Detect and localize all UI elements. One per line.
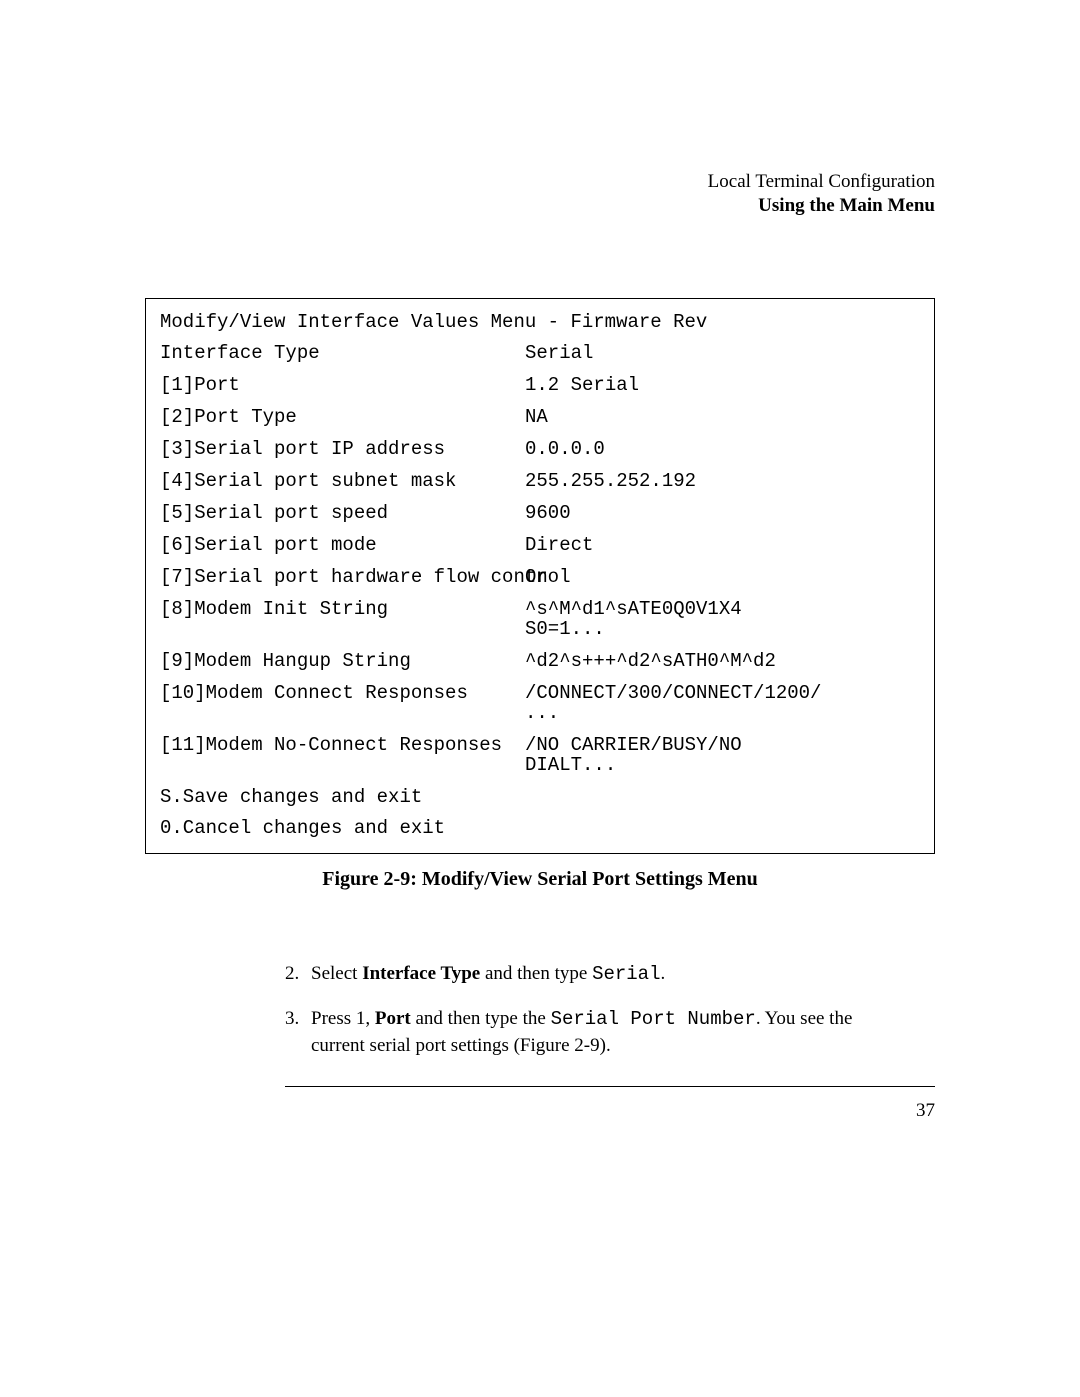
instruction-steps: 2. Select Interface Type and then type S… (285, 961, 935, 1059)
terminal-row-label: Interface Type (160, 344, 525, 364)
terminal-row-value: ^d2^s+++^d2^sATH0^M^d2 (525, 652, 920, 672)
terminal-row: [4]Serial port subnet mask 255.255.252.1… (160, 472, 920, 492)
figure-caption: Figure 2-9: Modify/View Serial Port Sett… (145, 868, 935, 891)
text-run: and then type (480, 963, 592, 984)
terminal-row: [8]Modem Init String ^s^M^d1^sATE0Q0V1X4… (160, 600, 920, 640)
terminal-row-label: [8]Modem Init String (160, 600, 525, 640)
terminal-row-label: [3]Serial port IP address (160, 440, 525, 460)
terminal-row-value: 9600 (525, 504, 920, 524)
terminal-row-label: [11]Modem No-Connect Responses (160, 736, 525, 776)
text-run: and then type the (411, 1008, 551, 1029)
text-bold: Interface Type (362, 963, 480, 984)
terminal-row-value: Serial (525, 344, 920, 364)
page-header: Local Terminal Configuration Using the M… (145, 170, 935, 218)
terminal-row: [2]Port Type NA (160, 408, 920, 428)
text-run: current serial port settings (Figure 2-9… (311, 1035, 611, 1056)
text-run: . (661, 963, 666, 984)
header-section: Using the Main Menu (145, 194, 935, 218)
terminal-row-value: 255.255.252.192 (525, 472, 920, 492)
step-text: Press 1, Port and then type the Serial P… (311, 1006, 935, 1059)
terminal-row-value: On (525, 568, 920, 588)
terminal-row: [7]Serial port hardware flow control On (160, 568, 920, 588)
terminal-row-label: [7]Serial port hardware flow control (160, 568, 525, 588)
terminal-row-value: /NO CARRIER/BUSY/NO DIALT... (525, 736, 920, 776)
terminal-row-label: [5]Serial port speed (160, 504, 525, 524)
terminal-row-label: [6]Serial port mode (160, 536, 525, 556)
terminal-row-label: [4]Serial port subnet mask (160, 472, 525, 492)
text-mono: Serial Port Number (551, 1008, 756, 1030)
terminal-row-value: /CONNECT/300/CONNECT/1200/ ... (525, 684, 920, 724)
page: Local Terminal Configuration Using the M… (0, 0, 1080, 1397)
terminal-row: [1]Port 1.2 Serial (160, 376, 920, 396)
step-number: 2. (285, 961, 311, 988)
step-number: 3. (285, 1006, 311, 1059)
terminal-row-value: NA (525, 408, 920, 428)
terminal-row-label: [1]Port (160, 376, 525, 396)
terminal-menu-box: Modify/View Interface Values Menu - Firm… (145, 298, 935, 855)
terminal-row-value: 1.2 Serial (525, 376, 920, 396)
footer-rule (285, 1086, 935, 1087)
text-mono: Serial (592, 963, 660, 985)
terminal-row-label: [2]Port Type (160, 408, 525, 428)
terminal-footer-line: S.Save changes and exit (160, 788, 920, 808)
text-bold: Port (375, 1008, 411, 1029)
terminal-row: Interface Type Serial (160, 344, 920, 364)
terminal-row: [11]Modem No-Connect Responses /NO CARRI… (160, 736, 920, 776)
text-run: . You see the (756, 1008, 853, 1029)
terminal-row: [9]Modem Hangup String ^d2^s+++^d2^sATH0… (160, 652, 920, 672)
terminal-title: Modify/View Interface Values Menu - Firm… (160, 313, 920, 333)
header-chapter: Local Terminal Configuration (145, 170, 935, 194)
terminal-row-value: Direct (525, 536, 920, 556)
terminal-row: [5]Serial port speed 9600 (160, 504, 920, 524)
terminal-row: [10]Modem Connect Responses /CONNECT/300… (160, 684, 920, 724)
step-3: 3. Press 1, Port and then type the Seria… (285, 1006, 935, 1059)
terminal-footer-line: 0.Cancel changes and exit (160, 819, 920, 839)
terminal-row: [6]Serial port mode Direct (160, 536, 920, 556)
terminal-row-value: ^s^M^d1^sATE0Q0V1X4 S0=1... (525, 600, 920, 640)
step-text: Select Interface Type and then type Seri… (311, 961, 935, 988)
page-number: 37 (916, 1100, 935, 1122)
terminal-row: [3]Serial port IP address 0.0.0.0 (160, 440, 920, 460)
text-run: Select (311, 963, 362, 984)
terminal-row-label: [9]Modem Hangup String (160, 652, 525, 672)
step-2: 2. Select Interface Type and then type S… (285, 961, 935, 988)
terminal-row-label: [10]Modem Connect Responses (160, 684, 525, 724)
terminal-row-value: 0.0.0.0 (525, 440, 920, 460)
text-run: Press 1, (311, 1008, 375, 1029)
